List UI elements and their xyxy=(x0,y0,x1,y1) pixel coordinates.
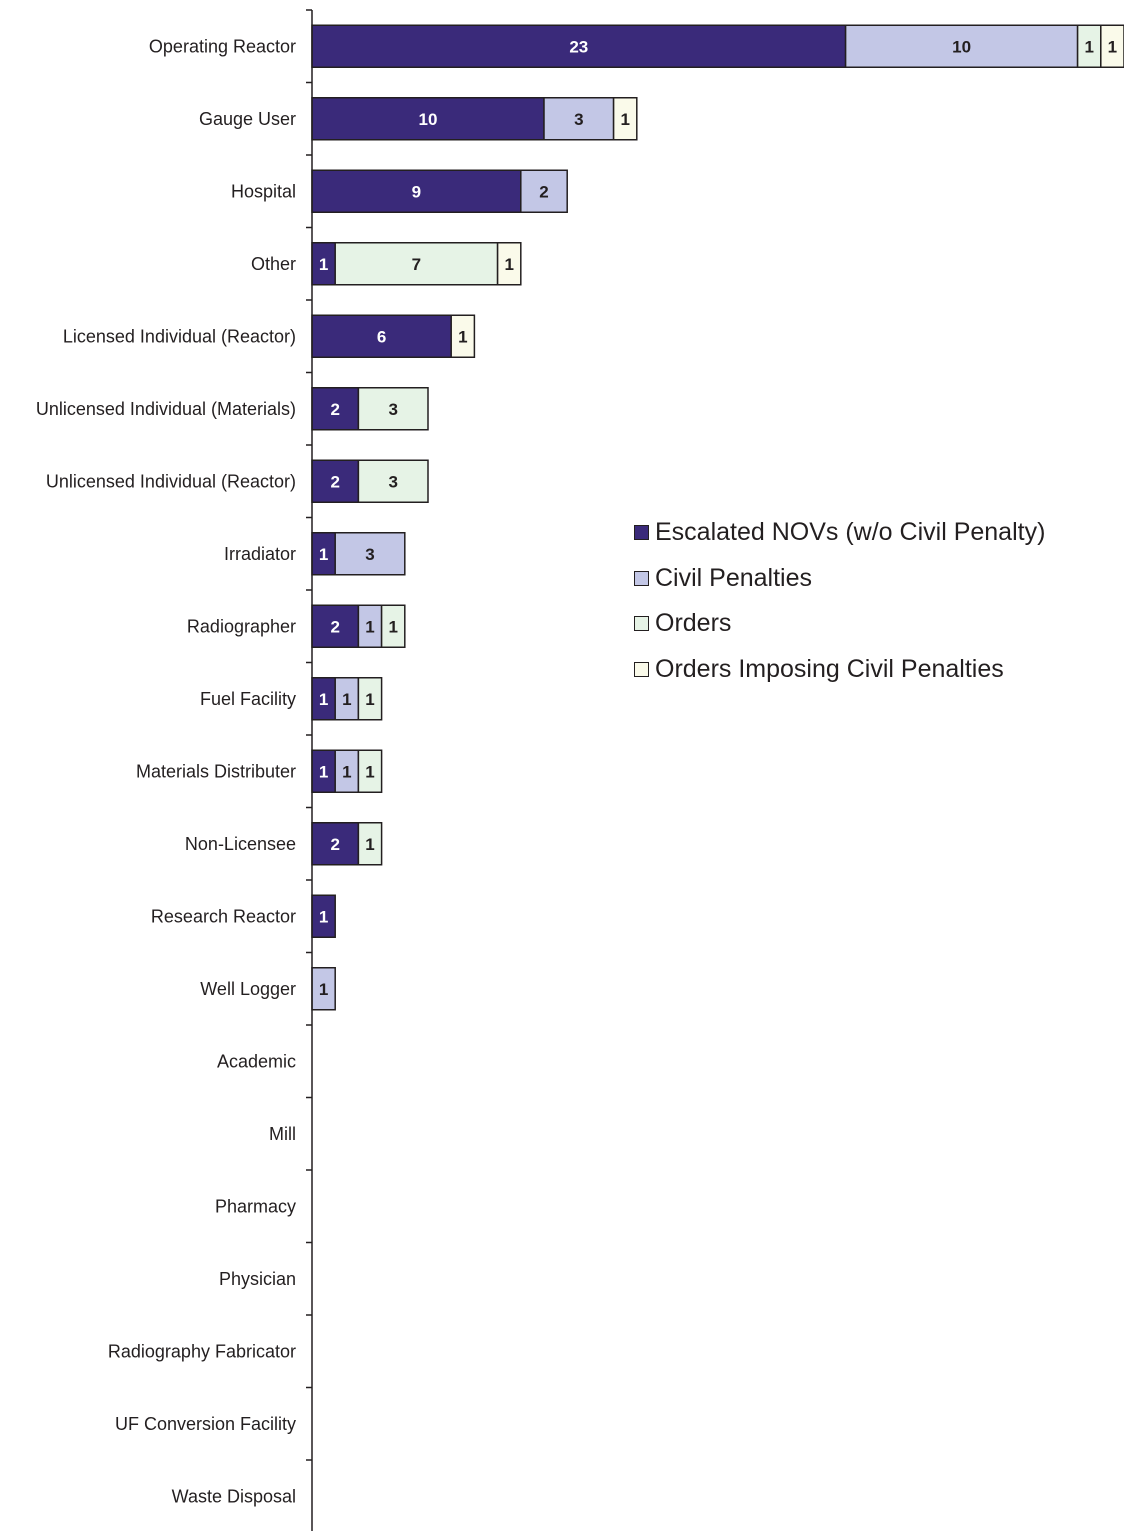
category-labels: Operating Reactor Gauge User Hospital Other… xyxy=(36,36,296,1506)
bar-value-label: 3 xyxy=(365,545,374,564)
category-label: Licensed Individual (Reactor) xyxy=(63,326,296,346)
legend-item-escalated-novs: Escalated NOVs (w/o Civil Penalty) xyxy=(634,510,1045,556)
bar-value-label: 2 xyxy=(330,472,339,491)
bar-value-label: 6 xyxy=(377,327,386,346)
category-label: Physician xyxy=(219,1269,296,1289)
bar-value-label: 1 xyxy=(342,690,351,709)
bar-value-label: 1 xyxy=(365,690,374,709)
bar-segment xyxy=(357,822,383,866)
bar-segment xyxy=(357,459,429,503)
bar-segment xyxy=(380,604,406,648)
bar-segment xyxy=(334,242,499,286)
bar-segment xyxy=(496,242,522,286)
category-label: Well Logger xyxy=(200,979,296,999)
legend-swatch xyxy=(634,525,649,541)
bars-layer: 23 10 1 110 3 19 21 7 16 12 32 31 32 1 11 1 11 1 12 111 xyxy=(311,24,1124,1011)
bar-segment xyxy=(311,24,847,68)
bar-segment xyxy=(357,749,383,793)
bar-value-label: 1 xyxy=(342,762,351,781)
legend: Escalated NOVs (w/o Civil Penalty) Civil… xyxy=(634,510,1045,692)
bar-segment xyxy=(543,97,615,141)
bar-value-label: 1 xyxy=(319,907,328,926)
bar-value-label: 1 xyxy=(620,110,629,129)
category-label: Irradiator xyxy=(224,544,296,564)
bar-value-label: 23 xyxy=(569,37,588,56)
bar-value-label: 1 xyxy=(504,255,513,274)
bar-value-label: 1 xyxy=(458,327,467,346)
bar-value-label: 1 xyxy=(319,255,328,274)
category-label: Unlicensed Individual (Reactor) xyxy=(46,471,296,491)
bar-value-label: 2 xyxy=(539,182,548,201)
legend-label: Civil Penalties xyxy=(655,563,813,592)
legend-swatch xyxy=(634,661,649,677)
bar-segment xyxy=(520,169,568,213)
bar-value-label: 1 xyxy=(1108,37,1117,56)
bar-value-label: 9 xyxy=(412,182,421,201)
category-label: UF Conversion Facility xyxy=(115,1414,296,1434)
category-label: Radiography Fabricator xyxy=(108,1341,296,1361)
bar-value-label: 3 xyxy=(388,472,397,491)
bar-value-label: 10 xyxy=(419,110,438,129)
legend-swatch xyxy=(634,616,649,632)
bar-value-label: 1 xyxy=(365,762,374,781)
bar-value-label: 1 xyxy=(319,762,328,781)
y-axis xyxy=(306,9,313,1531)
legend-item-orders: Orders xyxy=(634,601,1045,647)
bar-value-label: 1 xyxy=(1084,37,1093,56)
bar-value-label: 3 xyxy=(388,400,397,419)
bar-value-label: 10 xyxy=(952,37,971,56)
legend-swatch xyxy=(634,570,649,586)
category-label: Research Reactor xyxy=(151,906,296,926)
bar-value-label: 1 xyxy=(319,980,328,999)
category-label: Gauge User xyxy=(199,109,296,129)
bar-segment xyxy=(311,459,360,503)
category-label: Pharmacy xyxy=(215,1196,296,1216)
category-label: Waste Disposal xyxy=(172,1486,296,1506)
bar-segment xyxy=(450,314,476,358)
bar-segment xyxy=(612,97,638,141)
category-label: Operating Reactor xyxy=(149,36,296,56)
bar-value-label: 2 xyxy=(330,400,339,419)
bar-value-label: 7 xyxy=(412,255,421,274)
legend-label: Orders xyxy=(655,609,732,638)
category-label: Non-Licensee xyxy=(185,834,296,854)
bar-value-label: 1 xyxy=(365,835,374,854)
category-label: Hospital xyxy=(231,181,296,201)
bar-value-label: 2 xyxy=(330,617,339,636)
bar-segment xyxy=(1100,24,1124,68)
bar-segment xyxy=(311,604,360,648)
bar-segment xyxy=(844,24,1079,68)
category-label: Other xyxy=(251,254,296,274)
legend-label: Orders Imposing Civil Penalties xyxy=(655,654,1004,683)
legend-item-civil-penalties: Civil Penalties xyxy=(634,556,1045,602)
bar-value-label: 2 xyxy=(330,835,339,854)
category-label: Unlicensed Individual (Materials) xyxy=(36,399,296,419)
bar-segment xyxy=(357,677,383,721)
bar-segment xyxy=(357,387,429,431)
bar-value-label: 1 xyxy=(388,617,397,636)
legend-label: Escalated NOVs (w/o Civil Penalty) xyxy=(655,518,1046,547)
bar-value-label: 3 xyxy=(574,110,583,129)
bar-value-label: 1 xyxy=(319,690,328,709)
bar-segment xyxy=(334,532,406,576)
category-label: Academic xyxy=(217,1051,296,1071)
bar-segment xyxy=(311,169,522,213)
category-label: Radiographer xyxy=(187,616,296,636)
category-label: Mill xyxy=(269,1124,296,1144)
bar-value-label: 1 xyxy=(319,545,328,564)
bar-value-label: 1 xyxy=(365,617,374,636)
legend-item-orders-imposing-civil-penalties: Orders Imposing Civil Penalties xyxy=(634,647,1045,693)
category-label: Fuel Facility xyxy=(200,689,296,709)
category-label: Materials Distributer xyxy=(136,761,296,781)
